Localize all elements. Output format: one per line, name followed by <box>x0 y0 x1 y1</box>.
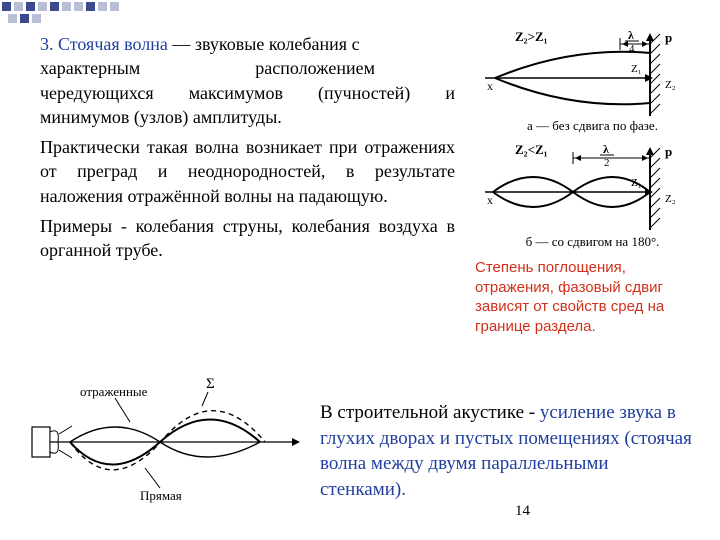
z2-a: Z₂ <box>665 79 676 91</box>
deco-squares <box>0 0 160 26</box>
label-reflected: отраженные <box>80 384 148 399</box>
axis-x-a: x <box>487 79 493 93</box>
red-note: Степень поглощения, отражения, фазовый с… <box>475 258 690 336</box>
label-direct: Прямая <box>140 488 182 503</box>
z1-a: Z₁ <box>631 63 642 75</box>
right-column: x p Z₂>Z₁ Z₁ Z₂ <box>475 28 710 336</box>
label-sigma: Σ <box>206 376 215 392</box>
p1-line1: — звуковые колебания с <box>168 34 360 54</box>
z1-b: Z₁ <box>631 177 642 189</box>
axis-p-b: p <box>665 144 672 159</box>
zlabel-a: Z₂>Z₁ <box>515 29 548 44</box>
reflected-wave-diagram: отраженные Σ Прямая <box>30 372 310 512</box>
p1-rest2: чередующихся максимумов (пучностей) и ми… <box>40 83 455 127</box>
standing-wave-diagram-a: x p Z₂>Z₁ Z₁ Z₂ <box>475 28 700 116</box>
zlabel-b: Z₂<Z₁ <box>515 142 548 157</box>
p3: Примеры - колебания струны, колебания во… <box>40 214 455 263</box>
lambda-div-b: 2 <box>604 157 610 169</box>
z2-b: Z₂ <box>665 193 676 205</box>
p1-line2a: характерным <box>40 58 140 78</box>
lambda-a: λ <box>628 28 634 42</box>
main-text: 3. Стоячая волна — звуковые колебания с … <box>40 32 455 263</box>
lambda-b: λ <box>603 142 609 156</box>
caption-a: а — без сдвига по фазе. <box>475 118 710 134</box>
page-number: 14 <box>515 503 530 520</box>
axis-x-b: x <box>487 193 493 207</box>
p1-line2b: расположением <box>255 58 375 78</box>
lambda-div-a: 4 <box>629 43 635 55</box>
slide: 3. Стоячая волна — звуковые колебания с … <box>0 0 720 540</box>
br-black: В строительной акустике - <box>320 402 540 423</box>
bottom-right-text: В строительной акустике - усиление звука… <box>320 400 695 503</box>
term-standing-wave: 3. Стоячая волна <box>40 34 168 54</box>
axis-p-a: p <box>665 30 672 45</box>
caption-b: б — со сдвигом на 180°. <box>475 234 710 250</box>
p2: Практически такая волна возникает при от… <box>40 135 455 208</box>
standing-wave-diagram-b: x p Z₂<Z₁ Z₁ Z₂ <box>475 140 700 232</box>
